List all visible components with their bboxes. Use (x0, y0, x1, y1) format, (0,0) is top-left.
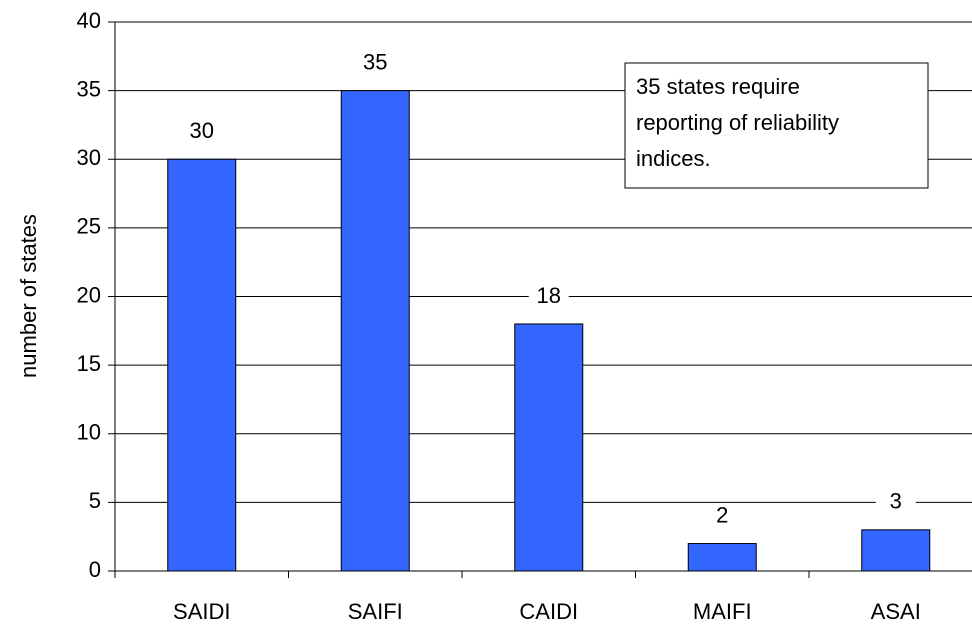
annotation-text: reporting of reliability (636, 110, 839, 135)
y-tick-label: 25 (77, 214, 101, 239)
y-tick-label: 5 (89, 488, 101, 513)
bar (167, 158, 237, 572)
y-tick-label: 15 (77, 351, 101, 376)
x-tick-label: SAIDI (173, 599, 230, 624)
bar (861, 529, 931, 572)
bar (687, 543, 757, 572)
data-label: 2 (716, 502, 728, 527)
data-label: 18 (537, 283, 561, 308)
data-label-bg (875, 489, 916, 516)
data-label: 30 (190, 118, 214, 143)
data-label-bg (181, 119, 222, 146)
x-tick-label: CAIDI (519, 599, 578, 624)
y-tick-label: 0 (89, 557, 101, 582)
data-label-bg (702, 503, 743, 530)
data-label: 35 (363, 49, 387, 74)
annotation-text: 35 states require (636, 74, 800, 99)
y-tick-label: 10 (77, 420, 101, 445)
y-axis-label: number of states (16, 214, 41, 378)
x-tick-label: ASAI (871, 599, 921, 624)
y-tick-label: 35 (77, 76, 101, 101)
y-tick-label: 20 (77, 282, 101, 307)
y-tick-label: 40 (77, 8, 101, 33)
bar (514, 323, 584, 572)
data-label-bg (528, 283, 569, 310)
x-tick-label: SAIFI (348, 599, 403, 624)
x-tick-label: MAIFI (693, 599, 752, 624)
data-label: 3 (890, 489, 902, 514)
y-tick-label: 30 (77, 145, 101, 170)
data-label-bg (355, 50, 396, 77)
annotation-text: indices. (636, 146, 711, 171)
bar (340, 90, 410, 572)
annotation-box (624, 62, 929, 189)
